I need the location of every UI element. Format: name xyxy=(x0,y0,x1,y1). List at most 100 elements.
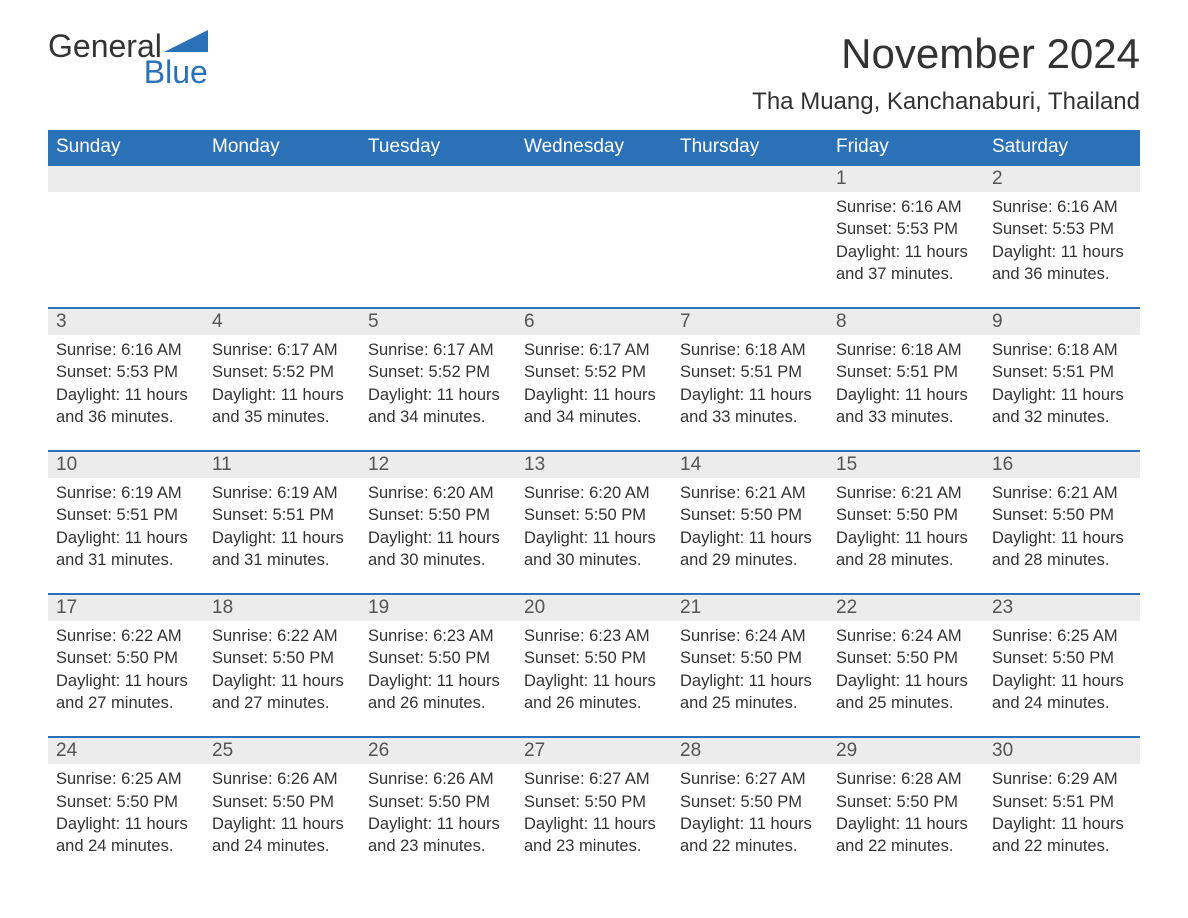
location: Tha Muang, Kanchanaburi, Thailand xyxy=(752,88,1140,116)
sunrise-line: Sunrise: 6:16 AM xyxy=(836,196,976,218)
sunrise-line: Sunrise: 6:26 AM xyxy=(212,768,352,790)
day-cell: Sunrise: 6:16 AMSunset: 5:53 PMDaylight:… xyxy=(828,192,984,307)
sunset-line: Sunset: 5:52 PM xyxy=(524,361,664,383)
daylight-line: Daylight: 11 hours and 30 minutes. xyxy=(524,527,664,572)
day-number-row: 24252627282930 xyxy=(48,736,1140,764)
sunset-line: Sunset: 5:50 PM xyxy=(524,504,664,526)
day-number-row: 10111213141516 xyxy=(48,450,1140,478)
day-cell: Sunrise: 6:20 AMSunset: 5:50 PMDaylight:… xyxy=(516,478,672,593)
daylight-line: Daylight: 11 hours and 22 minutes. xyxy=(680,813,820,858)
day-cell xyxy=(360,192,516,307)
daylight-line: Daylight: 11 hours and 24 minutes. xyxy=(56,813,196,858)
sunrise-line: Sunrise: 6:17 AM xyxy=(212,339,352,361)
day-number xyxy=(48,166,204,192)
day-cell: Sunrise: 6:17 AMSunset: 5:52 PMDaylight:… xyxy=(204,335,360,450)
daylight-line: Daylight: 11 hours and 24 minutes. xyxy=(212,813,352,858)
day-number: 3 xyxy=(48,309,204,335)
day-cell: Sunrise: 6:17 AMSunset: 5:52 PMDaylight:… xyxy=(360,335,516,450)
daylight-line: Daylight: 11 hours and 22 minutes. xyxy=(836,813,976,858)
brand-word2: Blue xyxy=(144,56,208,88)
day-number: 4 xyxy=(204,309,360,335)
day-number: 15 xyxy=(828,452,984,478)
day-cell: Sunrise: 6:22 AMSunset: 5:50 PMDaylight:… xyxy=(204,621,360,736)
sunrise-line: Sunrise: 6:26 AM xyxy=(368,768,508,790)
day-cell: Sunrise: 6:21 AMSunset: 5:50 PMDaylight:… xyxy=(828,478,984,593)
daylight-line: Daylight: 11 hours and 36 minutes. xyxy=(992,241,1132,286)
daylight-line: Daylight: 11 hours and 37 minutes. xyxy=(836,241,976,286)
daylight-line: Daylight: 11 hours and 25 minutes. xyxy=(836,670,976,715)
day-number: 6 xyxy=(516,309,672,335)
day-cell: Sunrise: 6:19 AMSunset: 5:51 PMDaylight:… xyxy=(48,478,204,593)
day-cell: Sunrise: 6:25 AMSunset: 5:50 PMDaylight:… xyxy=(984,621,1140,736)
day-cell: Sunrise: 6:27 AMSunset: 5:50 PMDaylight:… xyxy=(672,764,828,879)
daylight-line: Daylight: 11 hours and 23 minutes. xyxy=(524,813,664,858)
daylight-line: Daylight: 11 hours and 27 minutes. xyxy=(56,670,196,715)
day-cell: Sunrise: 6:18 AMSunset: 5:51 PMDaylight:… xyxy=(672,335,828,450)
sunset-line: Sunset: 5:50 PM xyxy=(836,647,976,669)
day-number: 18 xyxy=(204,595,360,621)
daylight-line: Daylight: 11 hours and 28 minutes. xyxy=(992,527,1132,572)
sunrise-line: Sunrise: 6:27 AM xyxy=(524,768,664,790)
day-number-row: 17181920212223 xyxy=(48,593,1140,621)
sunset-line: Sunset: 5:50 PM xyxy=(212,647,352,669)
day-cell: Sunrise: 6:24 AMSunset: 5:50 PMDaylight:… xyxy=(672,621,828,736)
title-block: November 2024 Tha Muang, Kanchanaburi, T… xyxy=(752,30,1140,116)
day-number: 20 xyxy=(516,595,672,621)
sunset-line: Sunset: 5:51 PM xyxy=(836,361,976,383)
day-number: 11 xyxy=(204,452,360,478)
sunset-line: Sunset: 5:51 PM xyxy=(992,791,1132,813)
day-cell: Sunrise: 6:22 AMSunset: 5:50 PMDaylight:… xyxy=(48,621,204,736)
daylight-line: Daylight: 11 hours and 30 minutes. xyxy=(368,527,508,572)
daylight-line: Daylight: 11 hours and 29 minutes. xyxy=(680,527,820,572)
daylight-line: Daylight: 11 hours and 25 minutes. xyxy=(680,670,820,715)
sunset-line: Sunset: 5:50 PM xyxy=(368,504,508,526)
day-number: 26 xyxy=(360,738,516,764)
sunset-line: Sunset: 5:50 PM xyxy=(212,791,352,813)
sunrise-line: Sunrise: 6:25 AM xyxy=(56,768,196,790)
day-number: 27 xyxy=(516,738,672,764)
day-number: 8 xyxy=(828,309,984,335)
day-cell: Sunrise: 6:23 AMSunset: 5:50 PMDaylight:… xyxy=(360,621,516,736)
brand-logo: General Blue xyxy=(48,30,208,88)
sunset-line: Sunset: 5:53 PM xyxy=(56,361,196,383)
daylight-line: Daylight: 11 hours and 27 minutes. xyxy=(212,670,352,715)
sunrise-line: Sunrise: 6:22 AM xyxy=(212,625,352,647)
sunrise-line: Sunrise: 6:20 AM xyxy=(368,482,508,504)
sunset-line: Sunset: 5:50 PM xyxy=(836,791,976,813)
day-cell: Sunrise: 6:23 AMSunset: 5:50 PMDaylight:… xyxy=(516,621,672,736)
day-number: 24 xyxy=(48,738,204,764)
sunset-line: Sunset: 5:51 PM xyxy=(56,504,196,526)
sunrise-line: Sunrise: 6:24 AM xyxy=(836,625,976,647)
calendar: SundayMondayTuesdayWednesdayThursdayFrid… xyxy=(48,130,1140,879)
day-number xyxy=(516,166,672,192)
sunrise-line: Sunrise: 6:18 AM xyxy=(992,339,1132,361)
daylight-line: Daylight: 11 hours and 26 minutes. xyxy=(524,670,664,715)
daylight-line: Daylight: 11 hours and 33 minutes. xyxy=(680,384,820,429)
sunset-line: Sunset: 5:50 PM xyxy=(992,647,1132,669)
day-cell: Sunrise: 6:17 AMSunset: 5:52 PMDaylight:… xyxy=(516,335,672,450)
sunset-line: Sunset: 5:53 PM xyxy=(836,218,976,240)
sunset-line: Sunset: 5:50 PM xyxy=(368,647,508,669)
sunrise-line: Sunrise: 6:22 AM xyxy=(56,625,196,647)
daylight-line: Daylight: 11 hours and 32 minutes. xyxy=(992,384,1132,429)
sunset-line: Sunset: 5:51 PM xyxy=(212,504,352,526)
day-cell: Sunrise: 6:25 AMSunset: 5:50 PMDaylight:… xyxy=(48,764,204,879)
weekday-friday: Friday xyxy=(828,130,984,164)
day-cell: Sunrise: 6:16 AMSunset: 5:53 PMDaylight:… xyxy=(48,335,204,450)
day-number: 13 xyxy=(516,452,672,478)
weekday-tuesday: Tuesday xyxy=(360,130,516,164)
day-number: 14 xyxy=(672,452,828,478)
brand-triangle-icon xyxy=(164,30,208,56)
day-cell: Sunrise: 6:16 AMSunset: 5:53 PMDaylight:… xyxy=(984,192,1140,307)
sunset-line: Sunset: 5:50 PM xyxy=(56,791,196,813)
week-row: Sunrise: 6:16 AMSunset: 5:53 PMDaylight:… xyxy=(48,192,1140,307)
daylight-line: Daylight: 11 hours and 26 minutes. xyxy=(368,670,508,715)
sunrise-line: Sunrise: 6:28 AM xyxy=(836,768,976,790)
day-cell: Sunrise: 6:20 AMSunset: 5:50 PMDaylight:… xyxy=(360,478,516,593)
day-number: 2 xyxy=(984,166,1140,192)
day-number: 1 xyxy=(828,166,984,192)
weekday-sunday: Sunday xyxy=(48,130,204,164)
day-number-row: 12 xyxy=(48,164,1140,192)
sunrise-line: Sunrise: 6:18 AM xyxy=(836,339,976,361)
day-number: 28 xyxy=(672,738,828,764)
